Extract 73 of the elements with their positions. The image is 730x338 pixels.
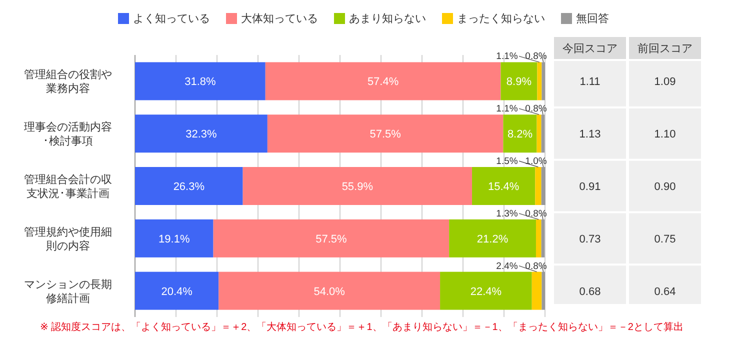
text: 0.68 <box>579 286 601 298</box>
category-label: 前回スコア <box>638 43 692 55</box>
legend-label: 無回答 <box>576 13 609 25</box>
bar <box>535 167 542 205</box>
bar <box>242 167 472 205</box>
text: 0.90 <box>654 181 676 193</box>
bar <box>135 219 214 258</box>
bar <box>135 62 266 100</box>
data-label: 55.9% <box>342 181 374 193</box>
y-tick-label: 理事会の活動内容･検討事項 <box>24 120 112 148</box>
data-label: 1.1% <box>496 51 518 62</box>
bar <box>536 114 542 153</box>
data-label: 20.4% <box>161 286 193 298</box>
category-label: 今回スコア <box>562 43 618 55</box>
bar <box>449 219 536 258</box>
text: 0.73 <box>579 233 601 246</box>
bar <box>541 114 545 153</box>
data-label: 1.3% <box>496 208 518 220</box>
bar <box>536 219 542 258</box>
data-label: 31.8% <box>184 76 216 88</box>
data-label: 22.4% <box>470 286 502 298</box>
bar <box>542 62 545 100</box>
bar <box>542 272 545 310</box>
legend-label: 大体知っている <box>241 12 318 25</box>
text: 1.13 <box>579 128 601 141</box>
legend-label: よく知っている <box>133 13 210 25</box>
text: 1.09 <box>654 76 676 88</box>
data-label: 1.5% <box>496 156 518 167</box>
bar <box>265 62 501 100</box>
data-label: 1.1% <box>496 104 518 115</box>
bar <box>440 272 532 310</box>
data-label: 8.9% <box>506 76 532 88</box>
data-label: 57.5% <box>370 128 402 141</box>
bar <box>135 167 243 205</box>
text: ※ 認知度スコアは、「よく知っている」＝＋2、「大体知っている」＝＋1、「あまり知らない」＝－1、「まったく知らない」＝－2として算出 <box>40 321 684 333</box>
text: 0.75 <box>654 233 676 246</box>
text: 0.91 <box>579 181 601 193</box>
bar <box>267 114 504 153</box>
legend-label: まったく知らない <box>457 13 545 25</box>
bar <box>541 219 545 258</box>
bar <box>218 272 440 310</box>
bar <box>472 167 536 205</box>
text: 1.11 <box>580 76 600 88</box>
bar <box>503 114 537 153</box>
bar <box>532 272 542 310</box>
bar <box>135 272 219 310</box>
data-label: 26.3% <box>173 181 205 193</box>
y-tick-label: 管理組合の役割や業務内容 <box>24 68 112 96</box>
data-label: 2.4% <box>496 260 518 272</box>
text: 0.64 <box>654 286 676 298</box>
y-tick-label: 管理組合会計の収支状況･事業計画 <box>24 173 112 200</box>
legend-label: あまり知らない <box>349 13 426 25</box>
bar <box>213 219 450 258</box>
data-label: 32.3% <box>186 128 218 141</box>
data-label: 54.0% <box>314 286 346 298</box>
data-label: 57.5% <box>316 233 347 246</box>
y-tick-label: 管理規約や使用細則の内容 <box>24 226 112 252</box>
data-label: 19.1% <box>158 233 190 246</box>
bar <box>500 62 538 100</box>
data-label: 21.2% <box>476 233 508 246</box>
data-label: 8.2% <box>507 128 533 141</box>
bar <box>541 167 546 205</box>
data-label: 0.8% <box>525 104 548 115</box>
data-label: 0.8% <box>525 260 548 272</box>
data-label: 0.8% <box>525 51 548 62</box>
bar <box>135 114 268 153</box>
data-label: 1.0% <box>525 156 548 167</box>
text: 1.10 <box>654 128 676 141</box>
y-tick-label: マンションの長期修繕計画 <box>24 278 112 305</box>
data-label: 0.8% <box>525 208 548 220</box>
data-label: 15.4% <box>488 181 520 193</box>
data-label: 57.4% <box>367 76 399 88</box>
bar <box>537 62 542 100</box>
